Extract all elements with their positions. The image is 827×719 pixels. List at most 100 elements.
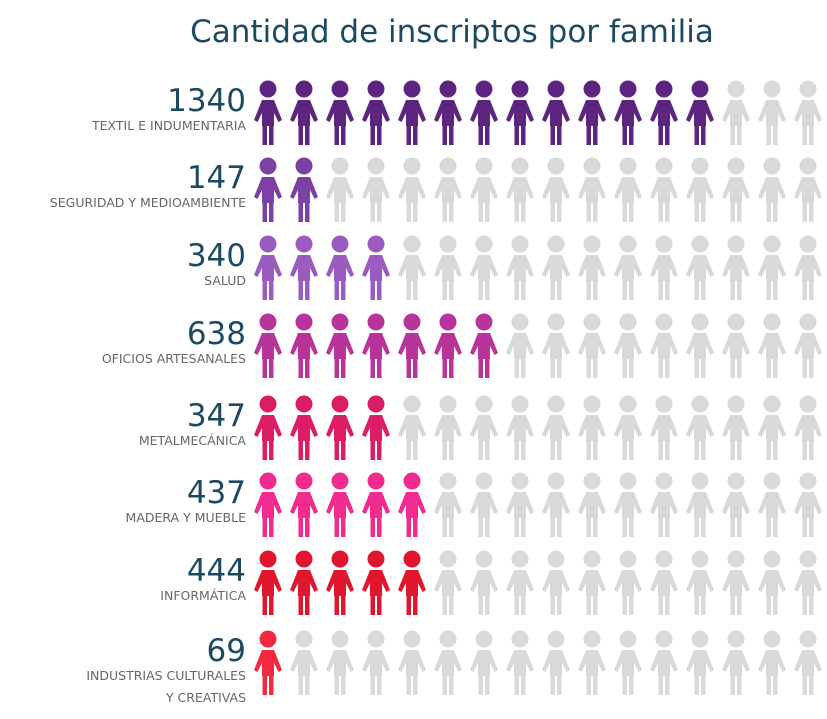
filled-icon (362, 472, 390, 537)
icon-leg (557, 125, 562, 145)
icon-leg (334, 358, 339, 378)
icon-body (398, 650, 426, 676)
empty-icon (794, 313, 822, 378)
icon-leg (478, 125, 483, 145)
empty-icon (722, 235, 750, 300)
icon-leg (658, 280, 663, 300)
icon-leg (521, 202, 526, 222)
icon-head (547, 313, 565, 331)
icon-head (403, 472, 421, 490)
empty-icon (542, 313, 570, 378)
icon-leg (370, 202, 375, 222)
icon-leg (377, 202, 382, 222)
icon-leg (521, 675, 526, 695)
icon-leg (737, 358, 742, 378)
empty-icon (686, 395, 714, 460)
icon-head (439, 472, 457, 490)
icon-body (614, 415, 642, 441)
icon-leg (377, 675, 382, 695)
icon-body (434, 333, 462, 359)
icon-leg (262, 125, 267, 145)
empty-icon (542, 395, 570, 460)
icon-body (434, 570, 462, 596)
icon-leg (442, 675, 447, 695)
empty-icon (434, 550, 462, 615)
empty-icon (650, 313, 678, 378)
icon-head (799, 157, 817, 175)
icon-leg (694, 675, 699, 695)
value-label: 347 (187, 398, 246, 434)
icon-body (362, 333, 390, 359)
icon-body (614, 255, 642, 281)
icon-leg (802, 358, 807, 378)
icon-body (614, 100, 642, 126)
icon-leg (658, 675, 663, 695)
icon-head (655, 157, 673, 175)
empty-icon (578, 630, 606, 695)
icon-body (290, 100, 318, 126)
icon-leg (557, 280, 562, 300)
icon-leg (665, 675, 670, 695)
filled-icon (506, 80, 534, 145)
empty-icon (758, 395, 786, 460)
icon-leg (665, 595, 670, 615)
icon-leg (802, 595, 807, 615)
empty-icon (722, 630, 750, 695)
icon-leg (622, 358, 627, 378)
icon-leg (737, 202, 742, 222)
icon-head (259, 80, 277, 98)
icon-body (650, 492, 678, 518)
icon-leg (521, 125, 526, 145)
icon-leg (262, 202, 267, 222)
icon-head (259, 313, 277, 331)
filled-icon (290, 472, 318, 537)
icon-leg (557, 675, 562, 695)
icon-leg (269, 358, 274, 378)
empty-icon (434, 472, 462, 537)
icon-leg (305, 440, 310, 460)
empty-icon (506, 550, 534, 615)
icon-leg (593, 595, 598, 615)
icon-head (403, 313, 421, 331)
filled-icon (362, 395, 390, 460)
icon-leg (514, 517, 519, 537)
icon-leg (269, 202, 274, 222)
icon-body (290, 492, 318, 518)
icon-head (367, 80, 385, 98)
icon-leg (773, 440, 778, 460)
icon-body (542, 333, 570, 359)
empty-icon (686, 630, 714, 695)
icon-leg (413, 440, 418, 460)
icon-leg (485, 675, 490, 695)
icon-leg (629, 517, 634, 537)
icon-leg (593, 125, 598, 145)
icon-body (470, 100, 498, 126)
icon-leg (773, 280, 778, 300)
icon-head (583, 157, 601, 175)
empty-icon (326, 157, 354, 222)
empty-icon (470, 157, 498, 222)
category-label: OFICIOS ARTESANALES (102, 351, 246, 366)
icon-leg (802, 675, 807, 695)
icon-leg (550, 595, 555, 615)
icon-body (506, 100, 534, 126)
icon-body (650, 570, 678, 596)
icon-head (619, 313, 637, 331)
icon-leg (622, 280, 627, 300)
empty-icon (758, 80, 786, 145)
icon-head (403, 235, 421, 253)
icon-leg (550, 125, 555, 145)
icon-body (506, 255, 534, 281)
icon-body (362, 492, 390, 518)
icon-leg (766, 358, 771, 378)
icon-leg (478, 280, 483, 300)
icon-head (295, 157, 313, 175)
icon-body (254, 333, 282, 359)
empty-icon (722, 550, 750, 615)
icon-leg (305, 202, 310, 222)
icon-body (650, 333, 678, 359)
empty-icon (578, 313, 606, 378)
icon-head (799, 80, 817, 98)
icon-body (758, 255, 786, 281)
icon-leg (334, 517, 339, 537)
